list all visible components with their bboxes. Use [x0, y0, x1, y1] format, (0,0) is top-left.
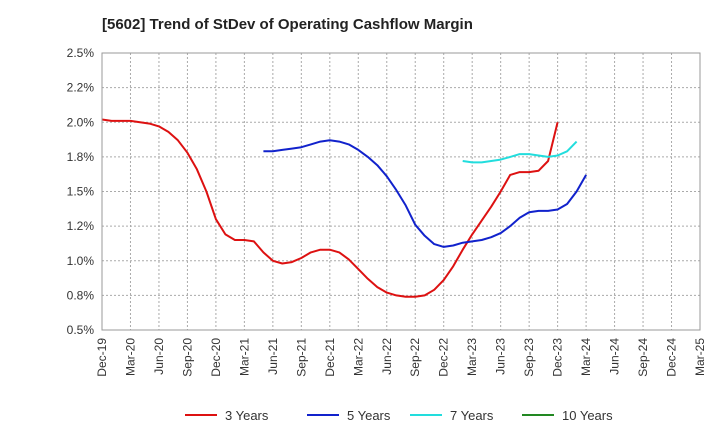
x-tick-label: Mar-21	[237, 338, 251, 376]
x-tick-label: Mar-20	[123, 338, 137, 376]
x-tick-label: Jun-20	[152, 338, 166, 375]
x-tick-label: Sep-24	[636, 338, 650, 377]
y-tick-label: 2.2%	[67, 81, 95, 95]
x-tick-label: Mar-24	[579, 338, 593, 376]
legend-item: 10 Years	[522, 408, 613, 423]
legend-item: 3 Years	[185, 408, 269, 423]
series-line-1	[101, 118, 559, 298]
series-line-2	[263, 139, 587, 248]
x-tick-label: Sep-20	[180, 338, 194, 377]
y-tick-label: 0.5%	[67, 323, 95, 337]
x-tick-label: Dec-19	[95, 338, 109, 377]
legend-label: 7 Years	[450, 408, 494, 423]
legend-label: 5 Years	[347, 408, 391, 423]
y-tick-label: 1.8%	[67, 150, 95, 164]
x-tick-label: Dec-22	[437, 338, 451, 377]
series-line-3	[462, 140, 578, 164]
legend-item: 7 Years	[410, 408, 494, 423]
y-tick-label: 1.2%	[67, 219, 95, 233]
x-tick-label: Jun-21	[266, 338, 280, 375]
legend-item: 5 Years	[307, 408, 391, 423]
x-tick-label: Sep-23	[522, 338, 536, 377]
x-tick-label: Sep-21	[294, 338, 308, 377]
y-tick-label: 1.5%	[67, 185, 95, 199]
x-tick-label: Mar-23	[465, 338, 479, 376]
series-lines	[101, 118, 587, 298]
x-tick-label: Jun-22	[380, 338, 394, 375]
x-tick-label: Dec-21	[323, 338, 337, 377]
x-tick-label: Jun-24	[608, 338, 622, 375]
y-tick-label: 2.5%	[67, 46, 95, 60]
grid	[101, 52, 701, 331]
y-tick-label: 1.0%	[67, 254, 95, 268]
x-tick-label: Dec-20	[209, 338, 223, 377]
legend-label: 3 Years	[225, 408, 269, 423]
x-axis-ticks: Dec-19 Mar-20 Jun-20 Sep-20 Dec-20 Mar-21 Jun-…	[95, 338, 707, 377]
y-tick-label: 2.0%	[67, 115, 95, 129]
x-tick-label: Dec-23	[551, 338, 565, 377]
plot-area	[101, 52, 701, 331]
x-tick-label: Sep-22	[408, 338, 422, 377]
x-tick-label: Mar-25	[693, 338, 707, 376]
legend: 3 Years 5 Years 7 Years 10 Years	[185, 408, 613, 423]
x-tick-label: Dec-24	[665, 338, 679, 377]
y-tick-label: 0.8%	[67, 288, 95, 302]
y-axis-ticks: 0.5% 0.8% 1.0% 1.2% 1.5% 1.8% 2.0% 2.2% 2.5%	[67, 46, 95, 337]
legend-label: 10 Years	[562, 408, 613, 423]
chart-title: [5602] Trend of StDev of Operating Cashf…	[102, 16, 473, 33]
x-tick-label: Jun-23	[494, 338, 508, 375]
x-tick-label: Mar-22	[351, 338, 365, 376]
